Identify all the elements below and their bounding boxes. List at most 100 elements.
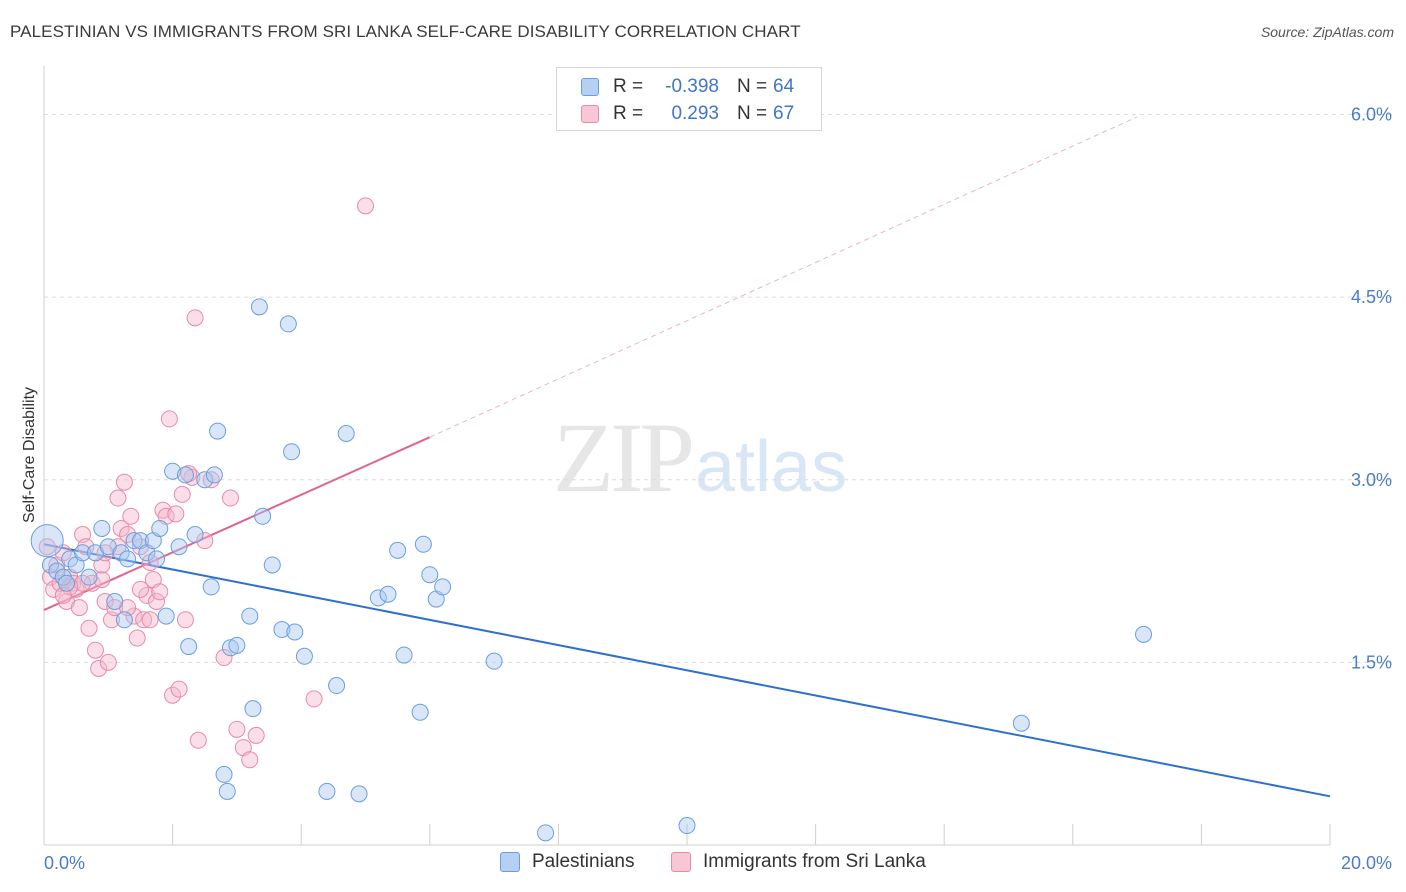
- data-point-palestinians: [244, 700, 262, 718]
- data-point-sri-lanka: [70, 599, 88, 617]
- legend-row-palestinians: R = -0.398 N = 64: [581, 74, 794, 100]
- data-point-sri-lanka: [54, 544, 72, 562]
- legend-r-value: -0.398: [665, 76, 719, 97]
- data-point-sri-lanka: [221, 489, 239, 507]
- data-point-palestinians: [119, 550, 137, 568]
- data-point-palestinians: [93, 519, 111, 537]
- data-point-palestinians: [434, 578, 452, 596]
- data-point-palestinians: [350, 785, 368, 803]
- data-point-palestinians: [221, 639, 239, 657]
- legend-n-label: N =: [737, 76, 768, 97]
- legend-row-sri-lanka: R = 0.293 N = 67: [581, 101, 794, 127]
- data-point-palestinians: [273, 621, 291, 639]
- data-point-sri-lanka: [176, 611, 194, 629]
- data-point-palestinians: [395, 646, 413, 664]
- correlation-legend: R = -0.398 N = 64 R = 0.293 N = 67: [556, 67, 822, 131]
- y-axis-title: Self-Care Disability: [21, 387, 38, 523]
- data-point-sri-lanka: [196, 532, 214, 550]
- data-point-palestinians: [279, 315, 297, 333]
- data-point-palestinians: [80, 568, 98, 586]
- data-point-palestinians: [254, 507, 272, 525]
- data-point-palestinians: [337, 424, 355, 442]
- data-point-sri-lanka: [109, 489, 127, 507]
- data-point-palestinians: [74, 544, 92, 562]
- data-point-palestinians: [209, 422, 227, 440]
- data-point-sri-lanka: [125, 607, 143, 625]
- data-point-sri-lanka: [170, 680, 188, 698]
- series-sri-lanka-points: [38, 197, 374, 769]
- legend-n-value: 67: [773, 103, 795, 124]
- y-tick-label: 1.5%: [1351, 652, 1392, 672]
- axes: [43, 66, 1331, 846]
- y-tick-label: 6.0%: [1351, 105, 1392, 125]
- data-point-palestinians: [421, 566, 439, 584]
- data-point-sri-lanka: [173, 485, 191, 503]
- data-point-palestinians: [678, 817, 696, 835]
- data-point-palestinians: [196, 471, 214, 489]
- trend-line-palestinians: [43, 543, 1331, 798]
- trend-line-sri-lanka: [43, 436, 431, 611]
- data-point-sri-lanka: [86, 641, 104, 659]
- data-point-sri-lanka: [106, 599, 124, 617]
- series-legend: Palestinians Immigrants from Sri Lanka: [0, 851, 1406, 877]
- data-point-palestinians: [250, 298, 268, 316]
- data-point-palestinians: [186, 526, 204, 544]
- legend-r-label: R =: [613, 103, 644, 124]
- data-point-palestinians: [218, 782, 236, 800]
- data-point-palestinians: [170, 538, 188, 556]
- y-tick-label: 4.5%: [1351, 287, 1392, 307]
- legend-item-palestinians: Palestinians: [500, 851, 634, 873]
- legend-r-value: 0.293: [671, 103, 719, 124]
- data-point-palestinians: [414, 535, 432, 553]
- tick-labels: 1.5% 3.0% 4.5% 6.0% 0.0% 20.0% Self-Care Disab…: [21, 105, 1392, 873]
- data-point-sri-lanka: [128, 629, 146, 647]
- data-point-sri-lanka: [164, 686, 182, 704]
- data-point-palestinians: [1135, 625, 1153, 643]
- x-tick-label: 0.0%: [44, 853, 85, 873]
- data-point-palestinians: [369, 589, 387, 607]
- data-point-palestinians: [263, 556, 281, 574]
- data-point-palestinians: [202, 578, 220, 596]
- data-point-palestinians: [112, 544, 130, 562]
- data-point-palestinians: [228, 636, 246, 654]
- data-point-sri-lanka: [167, 505, 185, 523]
- legend-r-label: R =: [613, 76, 644, 97]
- data-point-palestinians: [106, 593, 124, 611]
- data-point-palestinians: [1012, 714, 1030, 732]
- data-point-palestinians: [379, 585, 397, 603]
- data-point-sri-lanka: [151, 583, 169, 601]
- data-point-sri-lanka: [228, 720, 246, 738]
- data-point-palestinians: [176, 466, 194, 484]
- data-point-sri-lanka: [138, 586, 156, 604]
- data-point-sri-lanka: [148, 593, 166, 611]
- data-point-palestinians: [318, 782, 336, 800]
- data-point-palestinians: [205, 466, 223, 484]
- data-point-palestinians: [389, 541, 407, 559]
- data-point-palestinians: [215, 765, 233, 783]
- data-point-sri-lanka: [305, 690, 323, 708]
- data-point-palestinians: [30, 524, 64, 558]
- series-palestinians-points: [30, 298, 1153, 842]
- data-point-sri-lanka: [247, 726, 265, 744]
- data-point-sri-lanka: [80, 619, 98, 637]
- data-point-sri-lanka: [90, 659, 108, 677]
- data-point-palestinians: [328, 677, 346, 695]
- data-point-palestinians: [283, 443, 301, 461]
- data-point-palestinians: [148, 550, 166, 568]
- legend-swatch-pink: [671, 852, 691, 872]
- data-point-sri-lanka: [93, 571, 111, 589]
- data-point-sri-lanka: [112, 519, 130, 537]
- watermark: ZIPatlas: [553, 400, 847, 515]
- data-point-sri-lanka: [131, 580, 149, 598]
- data-point-palestinians: [411, 703, 429, 721]
- data-point-palestinians: [125, 532, 143, 550]
- legend-swatch-blue: [581, 78, 599, 96]
- data-point-sri-lanka: [189, 731, 207, 749]
- legend-label-sri-lanka: Immigrants from Sri Lanka: [703, 851, 926, 872]
- data-point-sri-lanka: [99, 653, 117, 671]
- data-point-sri-lanka: [115, 473, 133, 491]
- data-point-palestinians: [295, 647, 313, 665]
- legend-swatch-pink: [581, 105, 599, 123]
- data-point-palestinians: [241, 607, 259, 625]
- data-point-sri-lanka: [141, 611, 159, 629]
